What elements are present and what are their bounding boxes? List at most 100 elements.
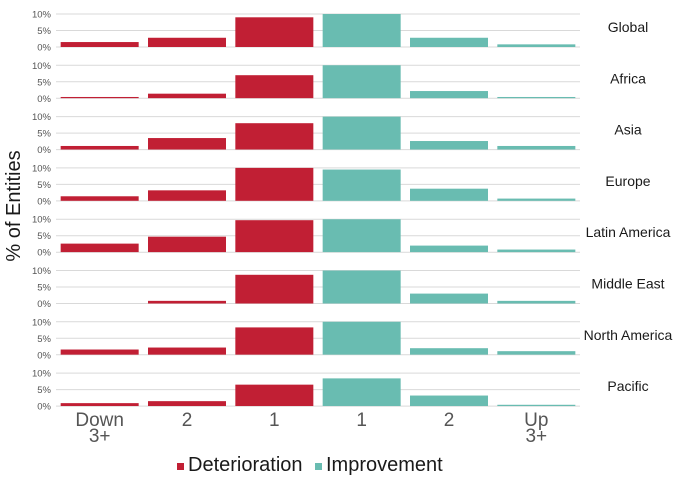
bar-improvement-5 xyxy=(410,91,488,99)
bar-deterioration-1 xyxy=(60,349,139,355)
legend-label-deterioration: Deterioration xyxy=(188,454,303,476)
y-tick-label: 10% xyxy=(32,163,52,174)
y-tick-label: 5% xyxy=(37,26,51,37)
bar-deterioration-2 xyxy=(148,236,226,253)
y-tick-label: 0% xyxy=(37,350,51,361)
bar-deterioration-1 xyxy=(60,403,139,407)
bar-deterioration-3 xyxy=(235,220,314,253)
y-tick-label: 0% xyxy=(37,145,51,156)
bar-improvement-5 xyxy=(410,245,488,253)
bar-deterioration-1 xyxy=(60,243,139,253)
y-tick-label: 5% xyxy=(37,77,51,88)
bar-deterioration-3 xyxy=(235,75,314,99)
facet-panel-asia: 0% 5% 10% Asia xyxy=(32,112,642,156)
bar-improvement-6 xyxy=(497,300,576,304)
bar-improvement-4 xyxy=(322,321,401,355)
facet-panel-africa: 0% 5% 10% Africa xyxy=(32,61,646,105)
y-tick-label: 0% xyxy=(37,43,51,54)
bar-improvement-6 xyxy=(497,44,576,47)
x-axis: Down 3+ 2 1 1 2 Up 3+ xyxy=(75,410,548,447)
y-tick-label: 0% xyxy=(37,196,51,207)
facet-label: Pacific xyxy=(607,378,648,394)
bar-deterioration-2 xyxy=(148,300,226,304)
y-tick-label: 10% xyxy=(32,215,52,226)
y-tick-label: 10% xyxy=(32,10,52,21)
legend-label-improvement: Improvement xyxy=(326,454,443,476)
x-tick-label: Down 3+ xyxy=(75,410,124,447)
y-axis-label: % of Entities xyxy=(3,150,25,261)
bar-improvement-4 xyxy=(322,116,401,150)
facet-label: Asia xyxy=(614,122,641,138)
bar-improvement-5 xyxy=(410,188,488,201)
y-tick-label: 0% xyxy=(37,402,51,413)
facet-label: Africa xyxy=(610,70,646,86)
y-tick-label: 5% xyxy=(37,180,51,191)
bar-improvement-6 xyxy=(497,351,576,355)
bar-deterioration-1 xyxy=(60,196,139,201)
bar-improvement-4 xyxy=(322,169,401,201)
y-tick-label: 10% xyxy=(32,266,52,277)
bar-deterioration-2 xyxy=(148,138,226,150)
x-tick-label: 2 xyxy=(444,410,455,431)
bar-deterioration-3 xyxy=(235,384,314,407)
facet-label: Europe xyxy=(605,173,650,189)
bar-deterioration-2 xyxy=(148,37,226,47)
facet-label: Latin America xyxy=(586,224,671,240)
bar-improvement-5 xyxy=(410,37,488,47)
legend: Deterioration Improvement xyxy=(177,454,443,476)
bar-improvement-4 xyxy=(322,65,401,99)
facet-panel-latin-america: 0% 5% 10% Latin America xyxy=(32,215,671,259)
facet-panel-pacific: 0% 5% 10% Pacific xyxy=(32,369,649,413)
y-tick-label: 5% xyxy=(37,385,51,396)
y-tick-label: 5% xyxy=(37,129,51,140)
bar-deterioration-2 xyxy=(148,347,226,355)
bar-deterioration-3 xyxy=(235,274,314,304)
bar-improvement-6 xyxy=(497,249,576,253)
facet-panel-north-america: 0% 5% 10% North America xyxy=(32,317,673,361)
facet-panel-europe: 0% 5% 10% Europe xyxy=(32,163,651,207)
x-tick-label: 2 xyxy=(182,410,193,431)
bar-improvement-6 xyxy=(497,96,576,99)
bar-improvement-5 xyxy=(410,293,488,304)
bar-improvement-6 xyxy=(497,404,576,407)
facet-panel-middle-east: 0% 5% 10% Middle East xyxy=(32,266,665,310)
y-tick-label: 5% xyxy=(37,334,51,345)
bar-deterioration-1 xyxy=(60,42,139,47)
facet-label: North America xyxy=(584,327,673,343)
y-tick-label: 5% xyxy=(37,231,51,242)
bar-deterioration-2 xyxy=(148,401,226,407)
x-tick-label: 1 xyxy=(269,410,280,431)
bar-deterioration-1 xyxy=(60,96,139,99)
bar-improvement-6 xyxy=(497,145,576,150)
bar-deterioration-2 xyxy=(148,93,226,99)
facet-panels: 0% 5% 10% Global 0% 5% 10% Africa 0% 5% 10% Asia 0% 5… xyxy=(32,10,673,413)
bar-improvement-5 xyxy=(410,348,488,355)
bar-deterioration-2 xyxy=(148,190,226,201)
bar-improvement-4 xyxy=(322,219,401,253)
y-tick-label: 10% xyxy=(32,61,52,72)
bar-deterioration-3 xyxy=(235,327,314,355)
y-tick-label: 0% xyxy=(37,299,51,310)
bar-improvement-4 xyxy=(322,378,401,407)
bar-deterioration-3 xyxy=(235,123,314,150)
bar-improvement-4 xyxy=(322,14,401,47)
x-tick-label: Up 3+ xyxy=(524,410,548,447)
bar-improvement-4 xyxy=(322,270,401,304)
bar-improvement-6 xyxy=(497,198,576,201)
y-tick-label: 0% xyxy=(37,248,51,259)
bar-deterioration-3 xyxy=(235,167,314,201)
facet-label: Global xyxy=(608,19,648,35)
y-tick-label: 10% xyxy=(32,112,52,123)
y-tick-label: 0% xyxy=(37,94,51,105)
bar-improvement-5 xyxy=(410,141,488,150)
bar-improvement-5 xyxy=(410,395,488,407)
facet-label: Middle East xyxy=(591,276,664,292)
legend-swatch-improvement xyxy=(315,463,322,470)
y-tick-label: 10% xyxy=(32,317,52,328)
y-tick-label: 10% xyxy=(32,369,52,380)
x-tick-label: 1 xyxy=(356,410,367,431)
facet-panel-global: 0% 5% 10% Global xyxy=(32,10,648,54)
bar-deterioration-3 xyxy=(235,17,314,47)
y-tick-label: 5% xyxy=(37,283,51,294)
